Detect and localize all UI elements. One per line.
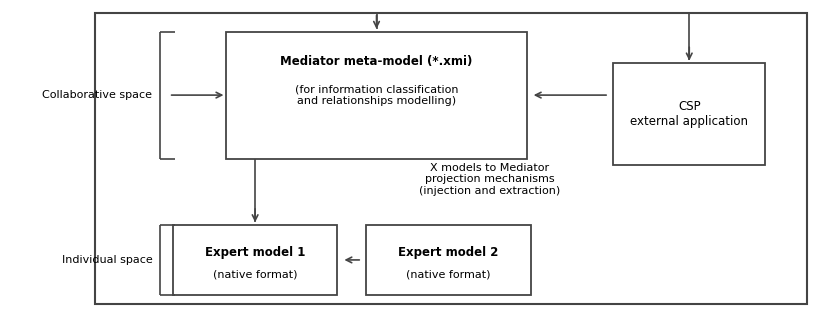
- Text: (native format): (native format): [213, 269, 297, 280]
- FancyBboxPatch shape: [226, 32, 527, 158]
- Text: CSP
external application: CSP external application: [630, 100, 748, 128]
- Text: Collaborative space: Collaborative space: [42, 90, 152, 100]
- Text: Individual space: Individual space: [62, 255, 152, 265]
- FancyBboxPatch shape: [95, 13, 807, 304]
- FancyBboxPatch shape: [366, 225, 531, 295]
- Text: Expert model 2: Expert model 2: [398, 246, 499, 259]
- Text: Expert model 1: Expert model 1: [205, 246, 305, 259]
- Text: (native format): (native format): [407, 269, 491, 280]
- Text: Mediator meta-model (*.xmi): Mediator meta-model (*.xmi): [281, 55, 472, 68]
- FancyBboxPatch shape: [613, 63, 765, 165]
- Text: X models to Mediator
projection mechanisms
(injection and extraction): X models to Mediator projection mechanis…: [419, 163, 560, 196]
- FancyBboxPatch shape: [173, 225, 337, 295]
- Text: (for information classification
and relationships modelling): (for information classification and rela…: [295, 84, 458, 106]
